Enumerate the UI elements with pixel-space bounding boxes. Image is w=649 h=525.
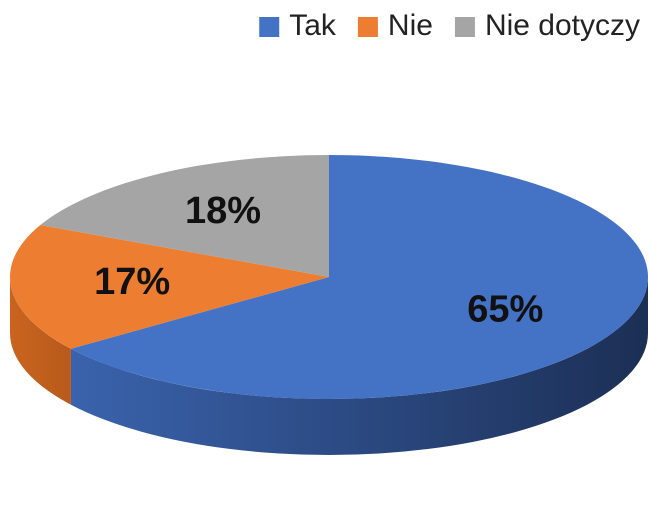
data-label: 65% [467, 288, 543, 330]
slice-side [10, 277, 71, 405]
slice [10, 225, 330, 349]
legend-label: Tak [289, 9, 337, 42]
legend-swatch [454, 17, 475, 37]
legend-swatch [259, 17, 280, 37]
data-label: 18% [185, 190, 261, 232]
slice [70, 155, 648, 399]
data-label: 17% [94, 261, 170, 303]
legend-label: Nie [388, 9, 433, 42]
legend-label: Nie dotyczy [485, 9, 640, 42]
legend-swatch [357, 17, 378, 37]
slice-side [70, 277, 648, 455]
slice [40, 155, 329, 277]
